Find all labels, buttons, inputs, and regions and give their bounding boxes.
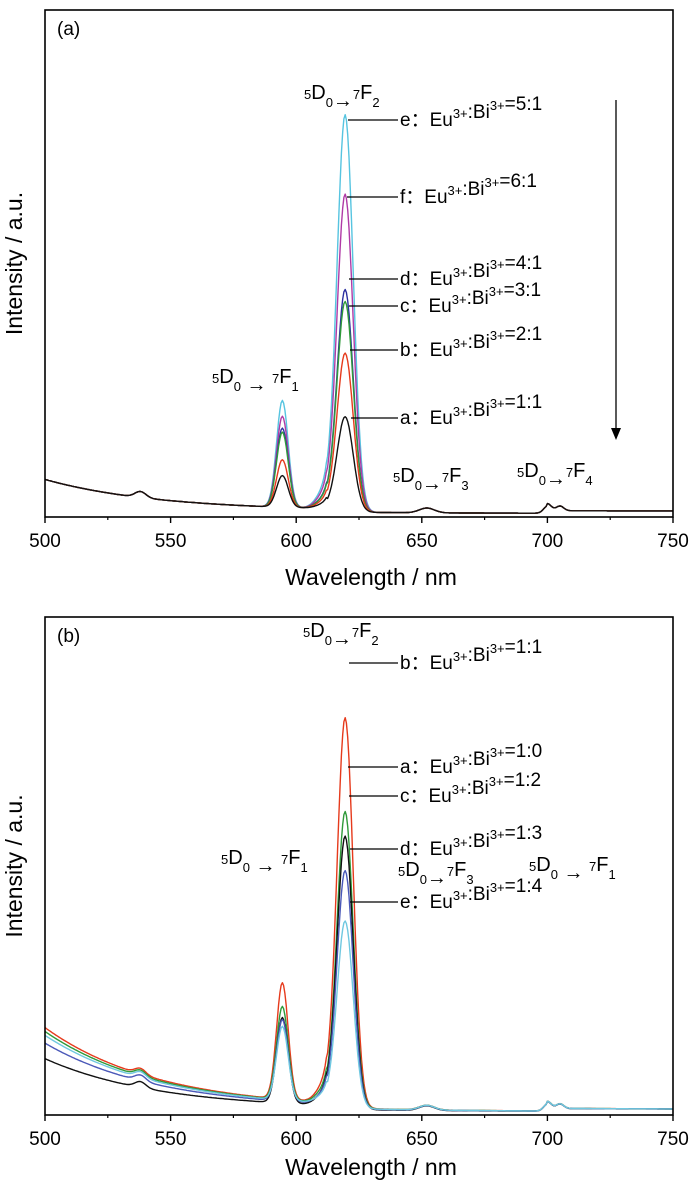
series-line-6 bbox=[44, 416, 673, 514]
transition-annotation-t3: 5D0→7F3 bbox=[398, 859, 474, 889]
y-axis-label: Intensity / a.u. bbox=[1, 192, 27, 335]
transition-annotation-t4: 5D0→7F4 bbox=[517, 460, 593, 490]
legend-label-3: d：Eu3+:Bi3+=4:1 bbox=[400, 253, 542, 290]
x-tick-label: 550 bbox=[155, 531, 187, 552]
x-tick-label: 700 bbox=[532, 531, 564, 552]
x-tick-label: 600 bbox=[280, 531, 312, 552]
legend-label-4: d：Eu3+:Bi3+=1:3 bbox=[400, 823, 542, 860]
legend-label-4: c：Eu3+:Bi3+=3:1 bbox=[400, 280, 541, 317]
transition-annotation-t2: 5D0→7F2 bbox=[304, 82, 380, 112]
x-tick-label: 500 bbox=[29, 1129, 61, 1150]
legend-label-6: a：Eu3+:Bi3+=1:1 bbox=[400, 392, 542, 429]
x-tick-label: 500 bbox=[29, 531, 61, 552]
series-line-5 bbox=[44, 920, 673, 1112]
transition-annotation-t1: 5D0 → 7F1 bbox=[221, 847, 308, 877]
x-tick-label: 750 bbox=[657, 531, 689, 552]
series-line-4 bbox=[44, 869, 673, 1112]
x-axis-label: Wavelength / nm bbox=[285, 1154, 457, 1180]
y-axis-label: Intensity / a.u. bbox=[1, 794, 27, 937]
transition-annotation-t3: 5D0→7F3 bbox=[393, 465, 469, 495]
panel-label: (b) bbox=[57, 626, 80, 647]
x-tick-label: 650 bbox=[406, 1129, 438, 1150]
legend-label-5: e：Eu3+:Bi3+=1:4 bbox=[400, 876, 543, 913]
panel-label: (a) bbox=[57, 19, 80, 40]
x-tick-label: 650 bbox=[406, 531, 438, 552]
legend-label-1: b：Eu3+:Bi3+=1:1 bbox=[400, 637, 542, 674]
x-tick-label: 600 bbox=[280, 1129, 312, 1150]
transition-annotation-t4: 5D0 → 7F1 bbox=[529, 854, 616, 884]
legend-label-1: e：Eu3+:Bi3+=5:1 bbox=[400, 94, 542, 131]
legend-label-2: a：Eu3+:Bi3+=1:0 bbox=[400, 741, 542, 778]
trend-arrow-head bbox=[611, 428, 621, 440]
x-tick-label: 750 bbox=[657, 1129, 689, 1150]
legend-label-3: c：Eu3+:Bi3+=1:2 bbox=[400, 770, 541, 807]
panel-b: b：Eu3+:Bi3+=1:1 a：Eu3+:Bi3+=1:0c：Eu3+:Bi3… bbox=[1, 616, 689, 1180]
series-line-1 bbox=[44, 114, 673, 514]
x-tick-label: 550 bbox=[155, 1129, 187, 1150]
transition-annotation-t2: 5D0→7F2 bbox=[303, 620, 379, 650]
panel-a: e：Eu3+:Bi3+=5:1 f：Eu3+:Bi3+=6:1 d：Eu3+:Bi3… bbox=[1, 9, 689, 590]
x-tick-label: 700 bbox=[532, 1129, 564, 1150]
x-axis-label: Wavelength / nm bbox=[285, 564, 457, 590]
legend-label-5: b：Eu3+:Bi3+=2:1 bbox=[400, 324, 542, 361]
transition-annotation-t1: 5D0 → 7F1 bbox=[212, 366, 299, 396]
legend-label-2: f：Eu3+:Bi3+=6:1 bbox=[400, 171, 537, 208]
